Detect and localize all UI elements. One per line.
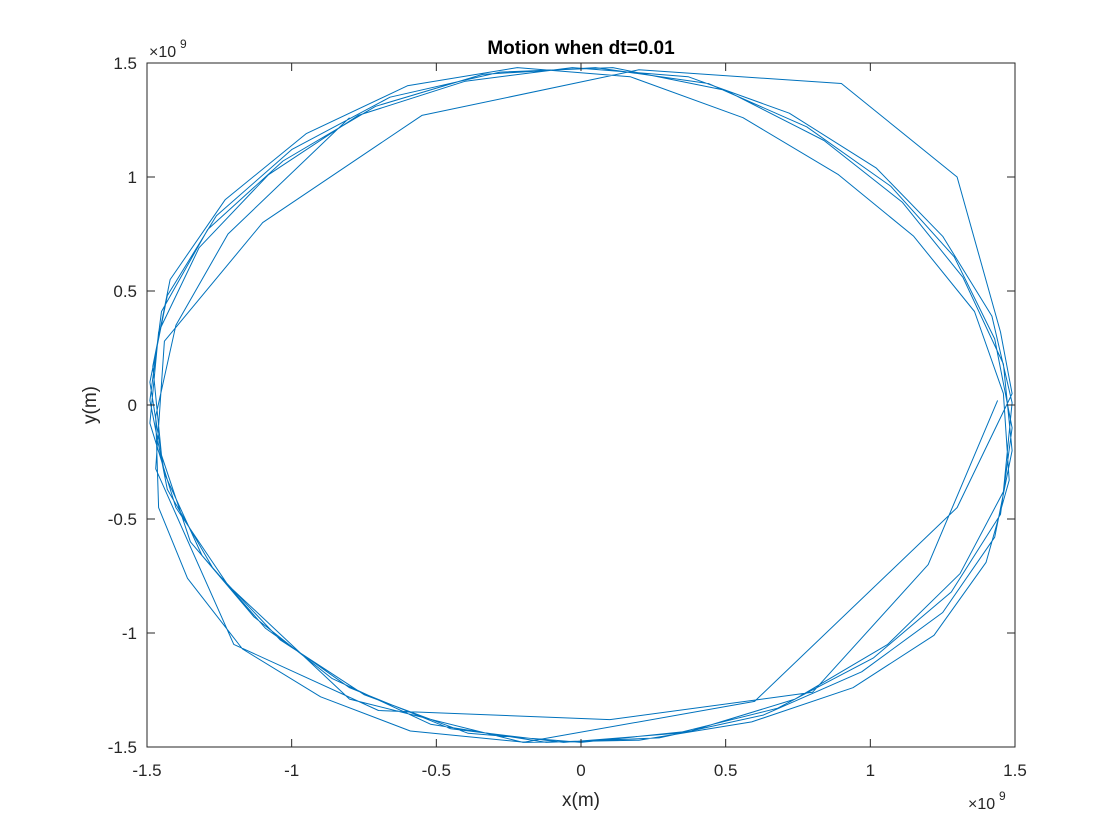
x-tick-label: -1: [284, 761, 299, 780]
y-exponent-base: ×10: [149, 44, 176, 61]
x-exponent-power: 9: [999, 789, 1006, 803]
y-tick-label: -1: [122, 624, 137, 643]
x-exponent-base: ×10: [968, 796, 995, 813]
y-tick-label: -0.5: [108, 510, 137, 529]
chart-title: Motion when dt=0.01: [487, 38, 675, 59]
y-tick-label: 0: [128, 396, 137, 415]
x-tick-label: -1.5: [132, 761, 161, 780]
x-tick-label: 0.5: [714, 761, 738, 780]
x-tick-label: 0: [576, 761, 585, 780]
x-axis-label: x(m): [562, 790, 600, 811]
y-axis-label: y(m): [80, 386, 101, 424]
y-tick-label: 0.5: [113, 282, 137, 301]
x-ticks: -1.5 -1 -0.5 0 0.5 1 1.5: [132, 63, 1027, 780]
x-tick-label: 1: [866, 761, 875, 780]
y-ticks: -1.5 -1 -0.5 0 0.5 1 1.5: [108, 54, 1015, 757]
x-tick-label: 1.5: [1003, 761, 1027, 780]
trajectory-line-0: [149, 67, 1013, 743]
y-tick-label: 1.5: [113, 54, 137, 73]
trajectory-series: [149, 67, 1013, 743]
y-tick-label: -1.5: [108, 738, 137, 757]
y-exponent-power: 9: [180, 37, 187, 51]
x-tick-label: -0.5: [422, 761, 451, 780]
y-tick-label: 1: [128, 168, 137, 187]
